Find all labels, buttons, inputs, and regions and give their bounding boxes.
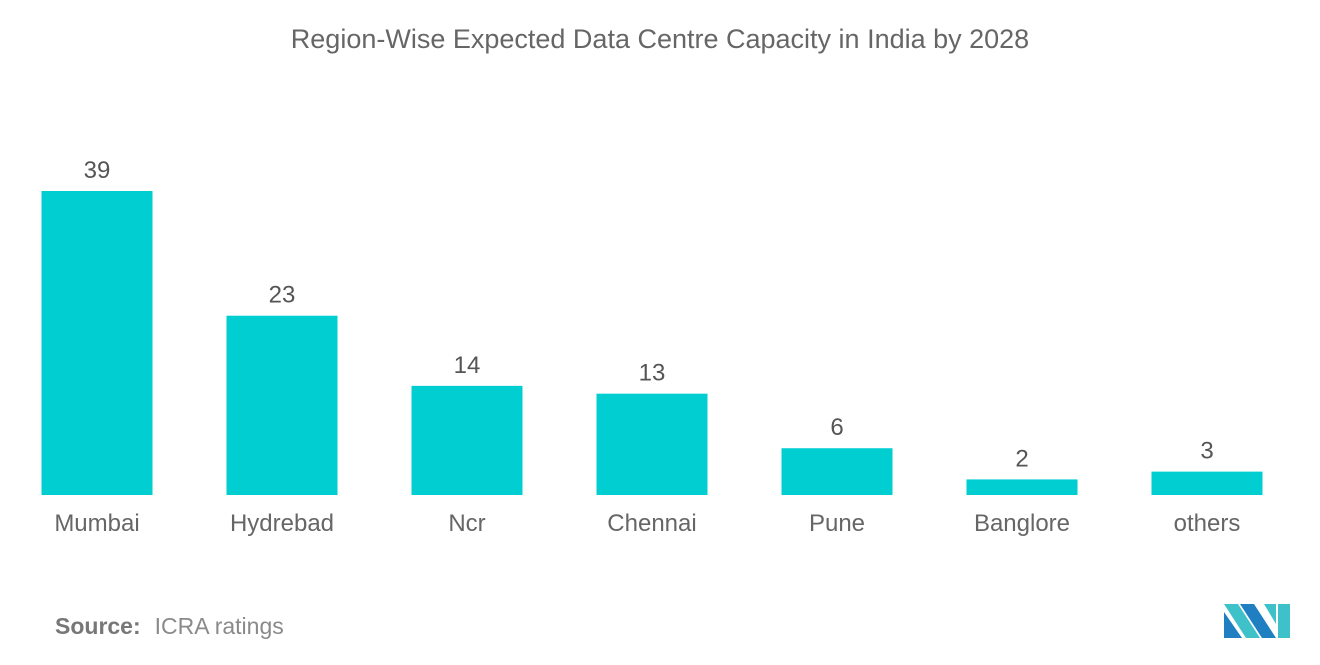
x-tick-label: Mumbai — [54, 510, 139, 537]
data-label: 6 — [830, 414, 843, 441]
bar-others — [1151, 471, 1263, 495]
source-note: Source: ICRA ratings — [55, 613, 284, 640]
source-label: Source: — [55, 613, 141, 639]
data-label: 14 — [454, 352, 481, 379]
x-tick-label: others — [1174, 510, 1241, 537]
bar-hydrebad — [226, 315, 338, 495]
data-label: 13 — [639, 360, 666, 387]
x-tick-label: Pune — [809, 510, 865, 537]
bar-ncr — [411, 385, 523, 495]
x-tick-label: Banglore — [974, 510, 1070, 537]
bar-pune — [781, 448, 893, 495]
x-tick-label: Ncr — [448, 510, 485, 537]
mordor-logo-icon — [1224, 604, 1290, 638]
x-tick-label: Chennai — [607, 510, 696, 537]
data-label: 39 — [84, 157, 111, 184]
chart-title: Region-Wise Expected Data Centre Capacit… — [290, 24, 1030, 54]
data-label: 2 — [1015, 445, 1028, 472]
data-label: 23 — [269, 282, 296, 309]
bar-banglore — [966, 479, 1078, 495]
bar-chennai — [596, 393, 708, 495]
source-text: ICRA ratings — [154, 613, 284, 639]
x-tick-label: Hydrebad — [230, 510, 334, 537]
bar-mumbai — [41, 191, 153, 495]
data-label: 3 — [1200, 438, 1213, 465]
